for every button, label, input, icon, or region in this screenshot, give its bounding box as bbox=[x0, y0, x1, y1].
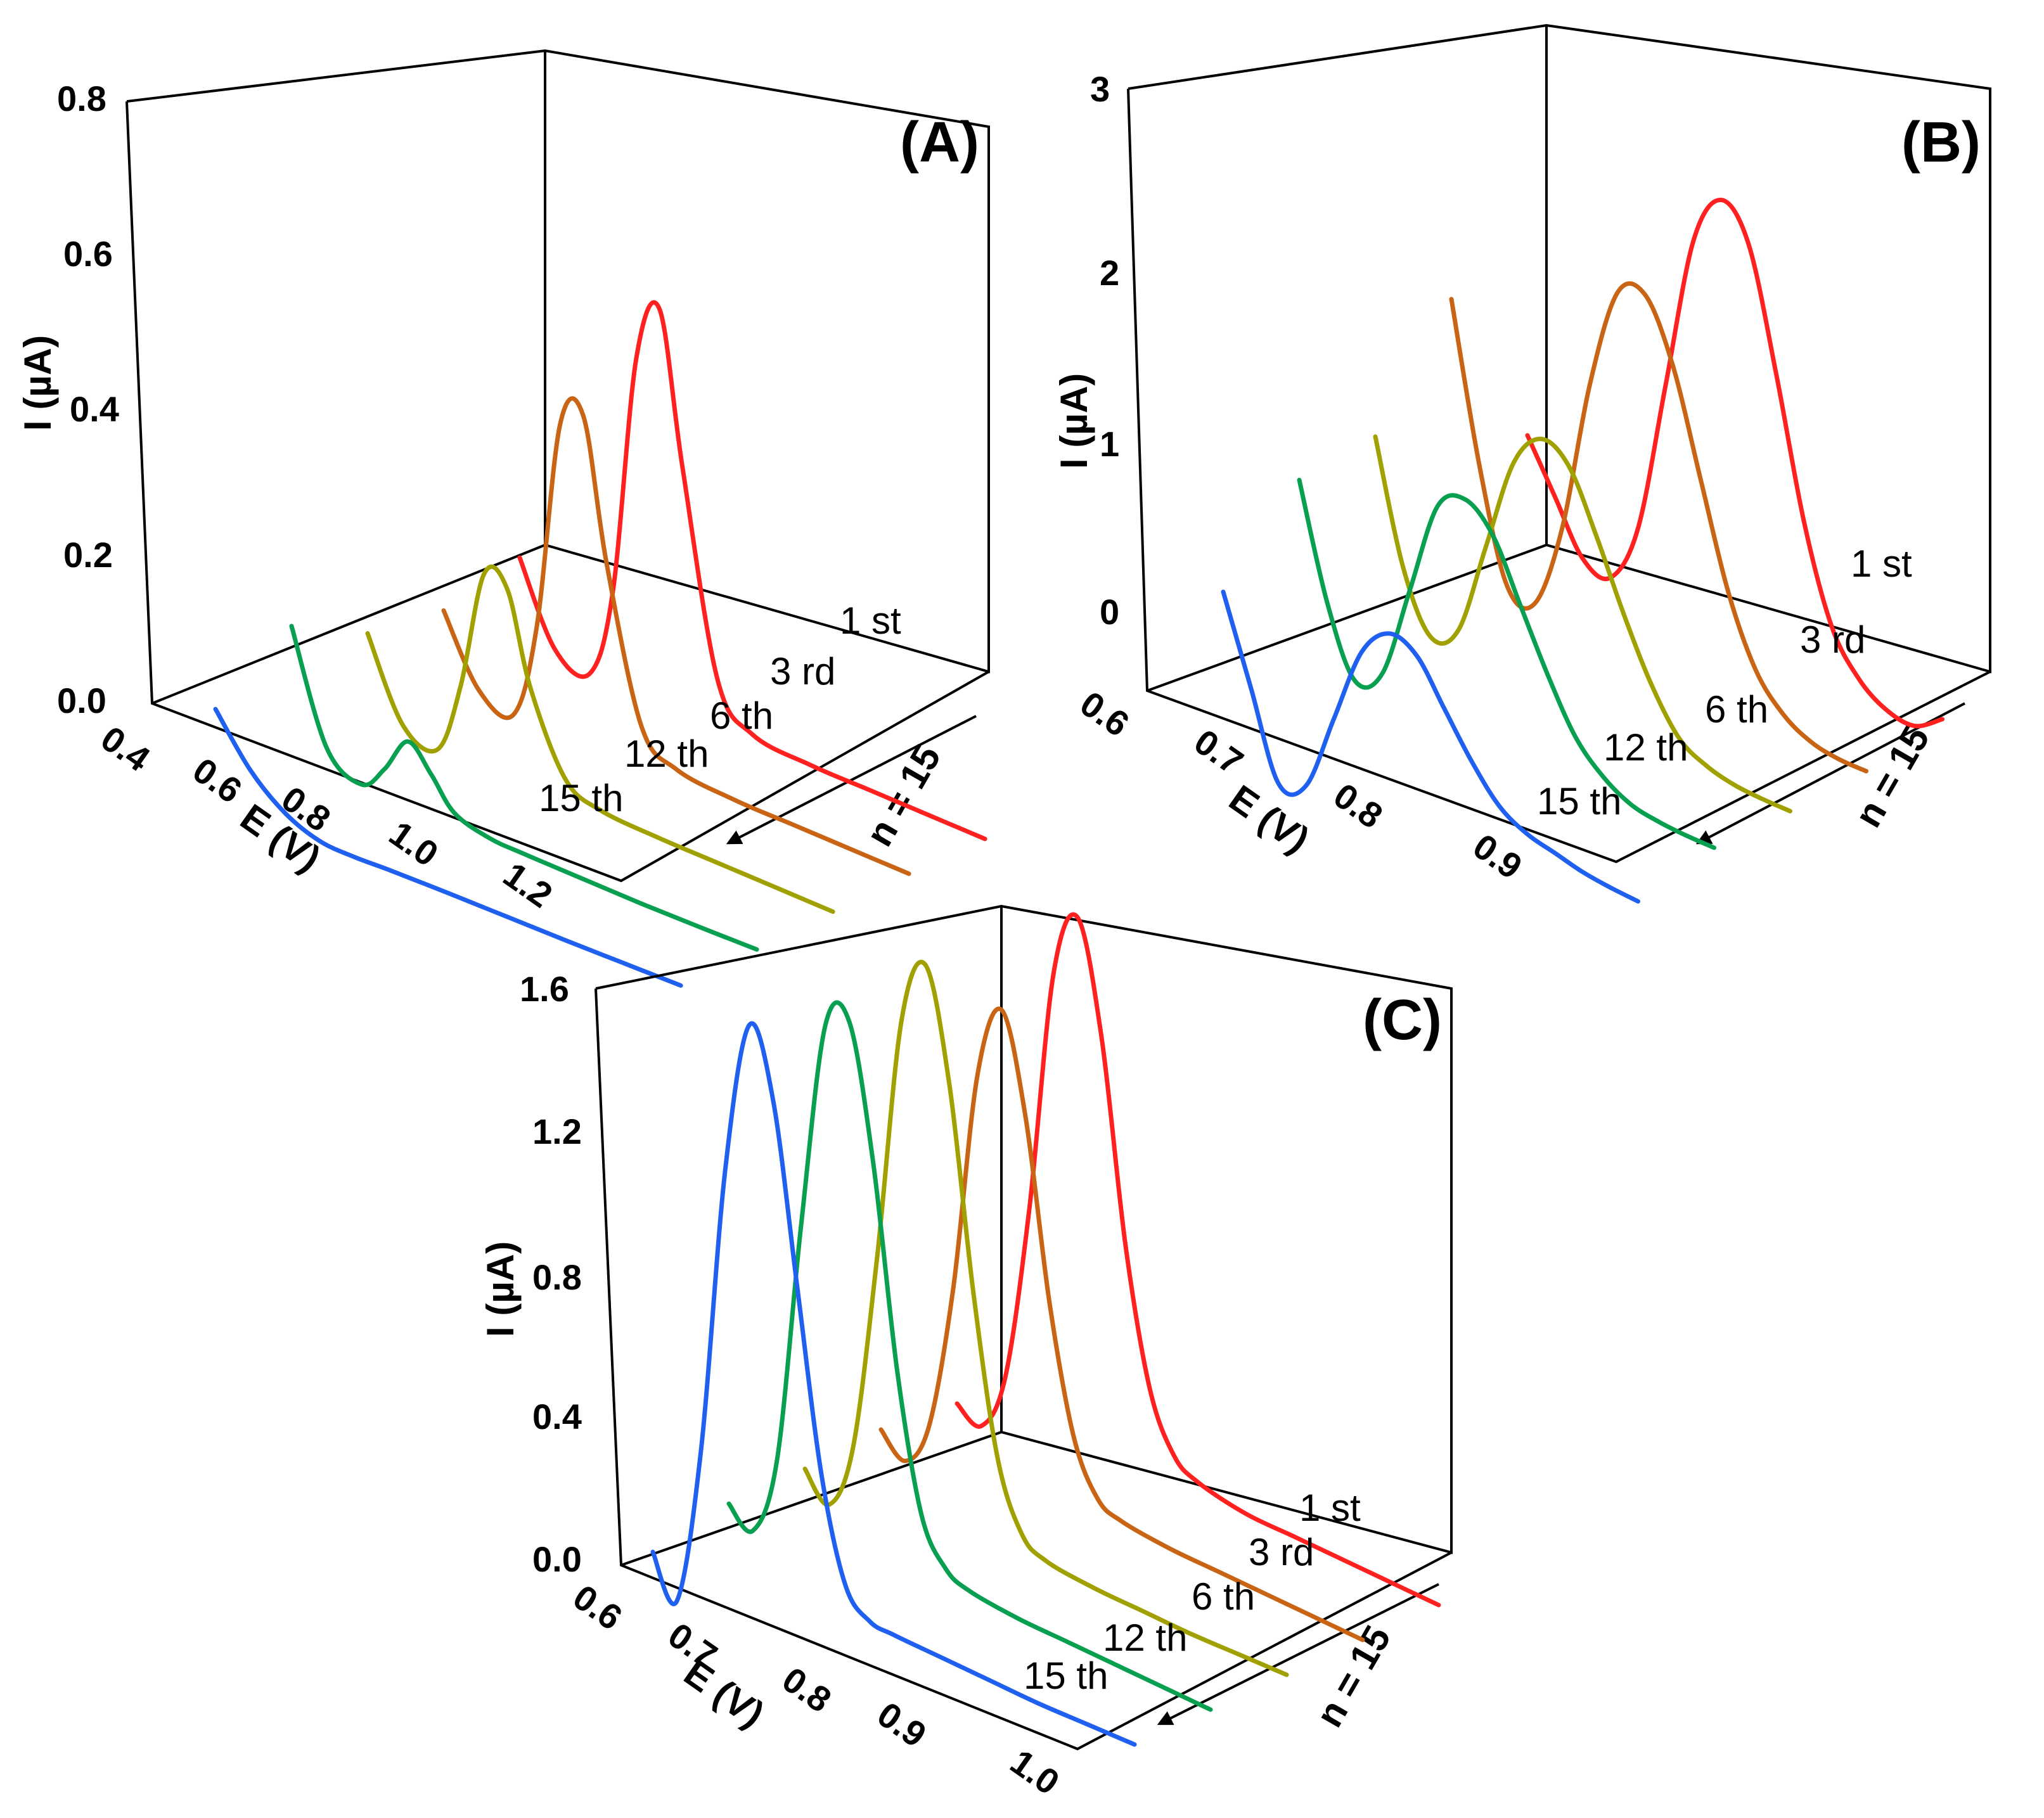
panel-a-series-label: 6 th bbox=[710, 695, 773, 737]
panel-b-frame bbox=[1127, 23, 1991, 864]
panel-a-x-tick: 0.4 bbox=[94, 718, 157, 779]
panel-a-y-tick: 0.6 bbox=[63, 234, 113, 274]
series-line-3-rd bbox=[878, 1006, 1365, 1642]
panel-a-z-axis-label: n = 15 bbox=[858, 738, 949, 853]
panel-b: 0 1 2 3 I (µA) 0.6 0.7 0.8 0.9 E (V) n =… bbox=[1053, 23, 1991, 904]
panel-c-x-tick: 0.6 bbox=[566, 1577, 629, 1637]
panel-c-y-tick: 0.4 bbox=[532, 1397, 582, 1437]
panel-b-series-labels: 1 st 3 rd 6 th 12 th 15 th bbox=[1537, 542, 1912, 823]
panel-a-y-axis-label: I (µA) bbox=[16, 335, 59, 431]
panel-c-z-arrow bbox=[1157, 1583, 1439, 1725]
panel-a-series-label: 3 rd bbox=[770, 650, 835, 693]
panel-b-x-tick: 0.8 bbox=[1327, 775, 1390, 836]
panel-b-y-tick: 3 bbox=[1090, 69, 1110, 109]
panel-a-series-label: 15 th bbox=[539, 777, 623, 819]
panel-b-series-label: 6 th bbox=[1705, 688, 1768, 731]
series-line-1-st bbox=[955, 912, 1441, 1608]
series-line-15-th bbox=[650, 1021, 1137, 1747]
series-line-15-th bbox=[213, 707, 683, 988]
panel-a-y-ticks: 0.0 0.2 0.4 0.6 0.8 bbox=[57, 79, 119, 720]
panel-c-series-label: 12 th bbox=[1103, 1616, 1187, 1659]
panel-c-y-tick: 0.8 bbox=[532, 1257, 582, 1297]
series-line-1-st bbox=[1525, 198, 1944, 729]
panel-b-curves bbox=[1221, 198, 1944, 904]
series-line-3-rd bbox=[441, 396, 911, 876]
panel-c-y-tick: 0.0 bbox=[532, 1539, 582, 1579]
panel-b-y-axis-label: I (µA) bbox=[1053, 373, 1095, 469]
series-line-12-th bbox=[1297, 478, 1716, 850]
panel-c-series-label: 15 th bbox=[1024, 1655, 1108, 1697]
series-line-1-st bbox=[517, 300, 987, 842]
series-line-15-th bbox=[1221, 589, 1640, 904]
series-line-6-th bbox=[802, 959, 1289, 1677]
panel-c-label: (C) bbox=[1363, 989, 1442, 1052]
panel-a-y-tick: 0.4 bbox=[70, 389, 119, 429]
panel-c-frame bbox=[595, 904, 1453, 1751]
panel-a-y-tick: 0.2 bbox=[63, 535, 113, 575]
series-line-3-rd bbox=[1449, 281, 1868, 774]
panel-b-z-axis-label: n = 15 bbox=[1846, 719, 1938, 834]
panel-c-y-tick: 1.2 bbox=[532, 1111, 582, 1151]
series-line-6-th bbox=[365, 564, 835, 914]
panel-c-y-axis-label: I (µA) bbox=[479, 1241, 522, 1337]
panel-a-label: (A) bbox=[900, 111, 979, 174]
panel-b-y-tick: 1 bbox=[1100, 424, 1119, 464]
panel-c-series-labels: 1 st 3 rd 6 th 12 th 15 th bbox=[1024, 1487, 1361, 1697]
panel-b-x-tick: 0.9 bbox=[1466, 826, 1529, 887]
panel-c-x-tick: 1.0 bbox=[1003, 1741, 1067, 1802]
panel-b-series-label: 3 rd bbox=[1800, 618, 1865, 661]
panel-b-y-tick: 0 bbox=[1100, 592, 1119, 632]
panel-a-frame bbox=[125, 49, 990, 883]
panel-c-series-label: 1 st bbox=[1299, 1487, 1361, 1529]
series-line-6-th bbox=[1373, 434, 1792, 814]
panel-a-y-tick: 0.8 bbox=[57, 79, 106, 118]
panel-c-x-ticks: 0.6 0.7 0.8 0.9 1.0 bbox=[566, 1577, 1067, 1802]
panel-b-x-tick: 0.6 bbox=[1073, 683, 1136, 744]
panel-c-y-tick: 1.6 bbox=[520, 969, 569, 1009]
panel-b-y-tick: 2 bbox=[1100, 253, 1119, 293]
panel-b-x-ticks: 0.6 0.7 0.8 0.9 bbox=[1073, 683, 1529, 887]
panel-b-series-label: 12 th bbox=[1604, 726, 1688, 769]
panel-a-series-labels: 1 st 3 rd 6 th 12 th 15 th bbox=[539, 599, 901, 819]
panel-c-curves bbox=[650, 912, 1441, 1747]
series-line-12-th bbox=[726, 1000, 1213, 1712]
panel-a-x-tick: 1.0 bbox=[382, 813, 446, 874]
series-line-12-th bbox=[289, 624, 759, 952]
panel-c-x-tick: 0.9 bbox=[870, 1694, 934, 1755]
panel-b-x-tick: 0.7 bbox=[1187, 721, 1250, 782]
panel-b-label: (B) bbox=[1901, 111, 1981, 174]
panel-a-z-arrow bbox=[726, 715, 977, 845]
panel-c-x-tick: 0.8 bbox=[775, 1659, 839, 1720]
panel-a-curves bbox=[213, 300, 987, 988]
panel-c-series-label: 3 rd bbox=[1249, 1531, 1314, 1573]
panel-b-y-ticks: 0 1 2 3 bbox=[1090, 69, 1119, 632]
panel-a-y-tick: 0.0 bbox=[57, 681, 106, 720]
panel-c-y-ticks: 0.0 0.4 0.8 1.2 1.6 bbox=[520, 969, 582, 1579]
panel-b-series-label: 15 th bbox=[1537, 780, 1621, 823]
panel-a-x-tick: 0.6 bbox=[186, 750, 249, 810]
panel-a-series-label: 1 st bbox=[840, 599, 901, 642]
panel-a: 0.0 0.2 0.4 0.6 0.8 I (µA) 0.4 0.6 0.8 1… bbox=[16, 49, 990, 988]
panel-c: 0.0 0.4 0.8 1.2 1.6 I (µA) 0.6 0.7 0.8 0… bbox=[479, 904, 1453, 1802]
panel-b-series-label: 1 st bbox=[1851, 542, 1912, 585]
panel-c-series-label: 6 th bbox=[1192, 1575, 1255, 1618]
panel-a-series-label: 12 th bbox=[624, 733, 709, 775]
